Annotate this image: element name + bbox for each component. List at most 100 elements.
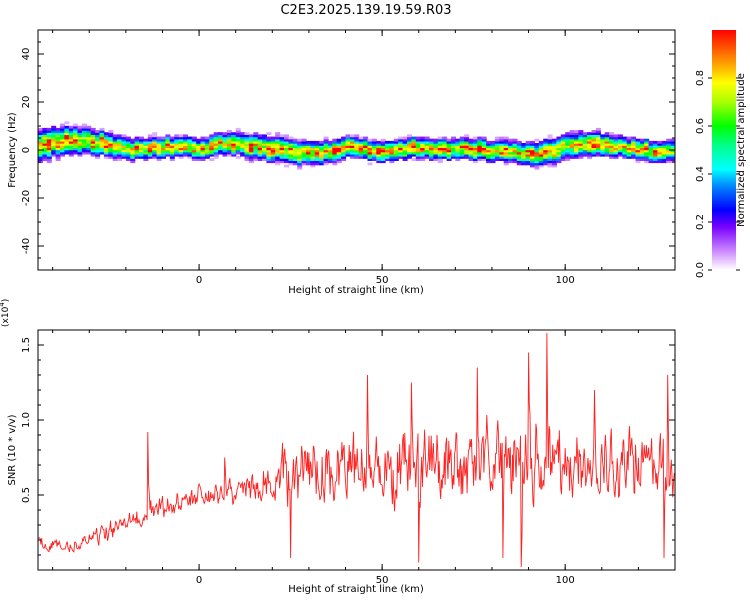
spectrogram-cell [73, 140, 79, 144]
spectrogram-cell [147, 138, 153, 142]
spectrogram-cell [648, 151, 654, 155]
spectrogram-cell [147, 140, 153, 144]
spectrogram-cell [73, 127, 79, 131]
spectrogram-cell [240, 151, 246, 155]
spectrogram-cell [433, 138, 439, 142]
spectrogram-cell [68, 132, 74, 135]
spectrogram-cell [644, 160, 650, 164]
spectrogram-cell [560, 143, 566, 146]
spectrogram-cell [349, 156, 355, 159]
spectrogram-cell [543, 138, 549, 142]
spectrogram-cell [657, 149, 663, 153]
spectrogram-cell [635, 151, 641, 155]
spectrogram-cell [152, 149, 158, 153]
spectrogram-cell [77, 149, 83, 153]
spectrogram-cell [582, 138, 588, 142]
spectrogram-cell [323, 151, 329, 155]
spectrogram-cell [235, 127, 241, 131]
spectrogram-cell [653, 147, 658, 151]
spectrogram-cell [288, 140, 294, 144]
spectrogram-cell [99, 147, 105, 151]
spectrogram-cell [284, 134, 289, 138]
spectrogram-cell [525, 143, 531, 146]
spectrogram-cell [600, 136, 606, 140]
spectrogram-cell [178, 143, 184, 146]
spectrogram-cell [191, 145, 197, 148]
spectrogram-cell [402, 151, 408, 155]
spectrogram-cell [398, 151, 404, 155]
spectrogram-cell [332, 151, 338, 155]
spectrogram-cell [152, 147, 158, 151]
spectrogram-cell [451, 156, 456, 159]
spectrogram-cell [275, 151, 281, 155]
spectrogram-cell [578, 149, 584, 153]
spectrogram-cell [429, 151, 434, 155]
spectrogram-cell [617, 151, 623, 155]
spectrogram-cell [543, 158, 549, 161]
spectrogram-cell [306, 145, 311, 148]
spectrogram-cell [393, 143, 399, 146]
spectrogram-cell [442, 140, 448, 144]
spectrogram-cell [319, 149, 325, 153]
spectrogram-cell [38, 127, 43, 131]
spectrogram-cell [64, 132, 70, 135]
spectrogram-cell [376, 160, 382, 164]
spectrogram-cell [161, 149, 166, 153]
spectrogram-cell [99, 143, 105, 146]
spectrogram-cell [134, 136, 140, 140]
spectrogram-cell [437, 147, 443, 151]
spectrogram-cell [336, 145, 342, 148]
spectrogram-cell [60, 130, 65, 133]
spectrogram-cell [648, 158, 654, 161]
spectrogram-cell [604, 151, 610, 155]
spectrogram-cell [666, 158, 672, 161]
spectrogram-cell [591, 130, 597, 133]
spectrogram-cell [389, 158, 395, 161]
spectrogram-cell [266, 140, 272, 144]
spectrogram-cell [244, 136, 250, 140]
spectrogram-cell [103, 138, 109, 142]
spectrogram-cell [130, 153, 136, 157]
spectrogram-cell [130, 156, 136, 159]
spectrogram-cell [213, 136, 219, 140]
spectrogram-cell [143, 147, 149, 151]
spectrogram-cell [262, 145, 267, 148]
spectrogram-cell [213, 138, 219, 142]
spectrogram-cell [270, 158, 276, 161]
spectrogram-cell [152, 143, 158, 146]
spectrogram-cell [516, 151, 522, 155]
spectrogram-cell [604, 138, 610, 142]
spectrogram-cell [666, 138, 672, 142]
spectrogram-cell [477, 145, 483, 148]
spectrogram-cell [552, 147, 557, 151]
spectrogram-cell [240, 153, 246, 157]
spectrogram-cell [574, 140, 579, 144]
spectrogram-cell [437, 160, 443, 164]
spectrogram-cell [253, 143, 259, 146]
spectrogram-cell [99, 151, 105, 155]
spectrogram-cell [191, 156, 197, 159]
spectrogram-cell [99, 140, 105, 144]
spectrogram-cell [376, 151, 382, 155]
spectrogram-cell [200, 140, 206, 144]
spectrogram-cell [183, 143, 188, 146]
spectrogram-cell [257, 140, 263, 144]
spectrogram-cell [644, 156, 650, 159]
spectrogram-cell [117, 134, 123, 138]
spectrogram-cell [565, 143, 571, 146]
spectrogram-cell [429, 158, 434, 161]
spectrogram-cell [319, 153, 325, 157]
spectrogram-cell [451, 138, 456, 142]
spectrogram-cell [411, 145, 417, 148]
spectrogram-cell [451, 149, 456, 153]
spectrogram-cell [534, 145, 540, 148]
spectrogram-cell [292, 140, 298, 144]
spectrogram-cell [402, 158, 408, 161]
spectrogram-cell [90, 147, 96, 151]
spectrogram-cell [319, 151, 325, 155]
spectrogram-cell [46, 143, 52, 146]
spectrogram-cell [631, 151, 637, 155]
spectrogram-cell [385, 147, 391, 151]
spectrogram-cell [429, 156, 434, 159]
